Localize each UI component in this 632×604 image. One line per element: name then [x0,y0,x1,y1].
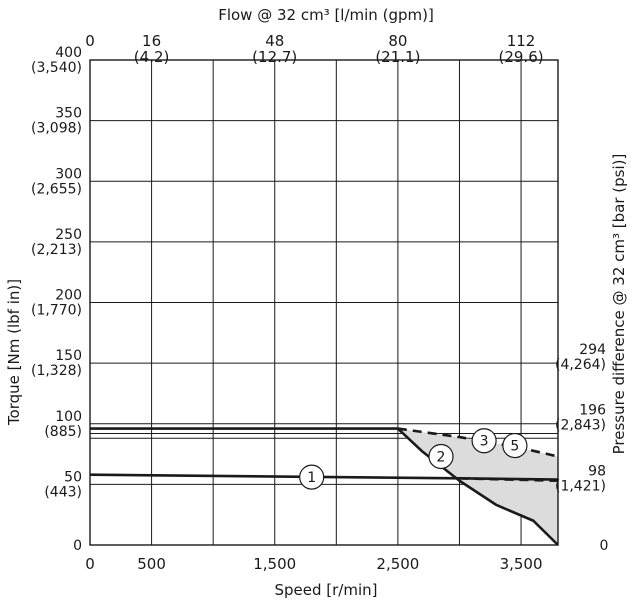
curve-label-circle [428,443,454,470]
x-tick-label: 2,500 [376,555,419,573]
y-tick-sublabel: (2,213) [31,242,82,258]
right-axis-title: Pressure difference @ 32 cm³ [bar (psi)] [610,154,628,455]
right-tick-label: 196 [579,403,606,419]
curve-labels: 1 2 3 5 [299,428,528,490]
series-line-1-dashed [459,477,559,483]
curve-label-text: 3 [480,434,489,450]
y-axis-title: Torque [Nm (lbf in)] [5,279,23,426]
right-tick-sublabel: (2,843) [555,418,606,434]
y-tick-label: 250 [55,227,82,243]
y-tick-label: 50 [64,469,82,485]
y-tick-label: 300 [55,166,82,182]
y-tick-label: 150 [55,348,82,364]
curve-label-circle [471,428,497,454]
curve-label-text: 1 [307,470,316,486]
y-tick-sublabel: (3,540) [31,60,82,76]
x-tick-label: 1,500 [253,555,296,573]
curve-label-text: 5 [510,439,519,455]
series-group [89,427,559,546]
top-tick-label: 112 [507,32,536,50]
right-tick-label: 294 [579,342,606,358]
y-tick-label: 200 [55,288,82,304]
y-tick-label: 100 [55,409,82,425]
top-tick-sublabel: (29.6) [498,48,543,66]
y-tick-label: 0 [73,538,82,554]
y-tick-label: 400 [55,45,82,61]
top-tick-label: 16 [142,32,161,50]
top-tick-label: 80 [388,32,407,50]
top-tick-sublabel: (21.1) [375,48,420,66]
y-tick-sublabel: (1,770) [31,303,82,319]
top-tick-label: 48 [265,32,284,50]
right-tick-sublabel: (1,421) [555,478,606,494]
right-tick-sublabel: (4,264) [555,357,606,373]
y-tick-sublabel: (885) [44,424,82,440]
x-tick-label: 500 [137,555,166,573]
y-tick-sublabel: (3,098) [31,121,82,137]
series-line-2 [397,427,559,546]
top-tick-sublabel: (4.2) [134,48,170,66]
top-tick-label: 0 [85,32,95,50]
right-tick-label: 0 [600,538,609,554]
top-axis-title: Flow @ 32 cm³ [l/min (gpm)] [218,6,434,24]
y-tick-label: 350 [55,106,82,122]
grid [89,59,559,545]
y-tick-sublabel: (1,328) [31,363,82,379]
curve-label-circle [299,464,325,490]
x-tick-label: 3,500 [500,555,543,573]
curve-label-circle [502,432,528,459]
plot-frame [89,59,559,546]
y-tick-sublabel: (443) [44,484,82,500]
curve-label-text: 2 [437,449,446,465]
x-axis-title: Speed [r/min] [274,581,377,599]
right-tick-label: 98 [588,463,606,479]
plot-border [89,59,559,546]
top-tick-sublabel: (12.7) [252,48,297,66]
y-tick-sublabel: (2,655) [31,181,82,197]
x-tick-label: 0 [85,555,95,573]
